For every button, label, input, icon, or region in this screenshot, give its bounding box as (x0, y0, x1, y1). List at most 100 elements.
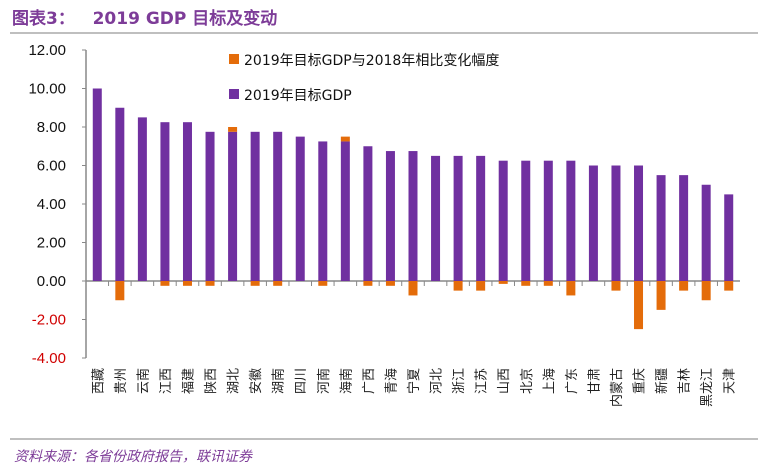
chart-title: 图表3： 2019 GDP 目标及变动 (12, 9, 278, 29)
legend: 2019年目标GDP与2018年相比变化幅度 2019年目标GDP (229, 53, 499, 104)
x-tick-label-text: 湖南 (271, 368, 287, 394)
y-tick-label: 2.00 (37, 235, 66, 252)
x-tick-label: 山西 (497, 368, 512, 394)
bar-target-gdp (701, 184, 711, 281)
x-tick-label: 甘肃 (587, 368, 602, 394)
x-tick-label-text: 青海 (384, 368, 399, 394)
bar-target-gdp (498, 160, 508, 281)
bar-gdp-change (250, 281, 260, 286)
bar-target-gdp (340, 141, 350, 281)
y-tick-label: 0.00 (37, 273, 66, 290)
bar-target-gdp (408, 151, 418, 281)
x-tick-label: 广西 (362, 368, 377, 394)
bar-target-gdp (543, 160, 553, 281)
bar-target-gdp (205, 131, 215, 281)
x-tick-label: 黑龙江 (700, 368, 715, 407)
bar-target-gdp (476, 155, 486, 281)
x-tick-label: 福建 (181, 368, 196, 394)
bar-target-gdp (137, 117, 147, 281)
y-tick-label: 8.00 (37, 119, 66, 136)
x-tick-label-text: 四川 (294, 368, 309, 394)
bar-target-gdp (363, 146, 373, 281)
x-tick-label-text: 北京 (520, 368, 535, 394)
legend-swatch-change (229, 54, 239, 64)
bar-target-gdp (656, 175, 666, 281)
title-divider (10, 32, 758, 34)
x-tick-label: 新疆 (654, 368, 670, 394)
x-tick-label-text: 安徽 (249, 368, 264, 394)
bar-target-gdp (453, 155, 463, 281)
x-tick-label: 天津 (723, 368, 738, 394)
x-tick-label-text: 河北 (430, 368, 445, 394)
x-tick-label-text: 广西 (362, 368, 377, 394)
x-tick-label: 河北 (430, 368, 445, 394)
x-tick-label: 江西 (159, 368, 174, 394)
x-tick-label: 上海 (542, 368, 557, 394)
bar-gdp-change (611, 281, 621, 291)
y-tick-label: -4.00 (32, 350, 66, 367)
x-tick-label: 贵州 (114, 368, 129, 394)
x-tick-label-text: 宁夏 (406, 368, 422, 394)
x-tick-label-text: 吉林 (678, 368, 693, 394)
bar-target-gdp (182, 122, 192, 281)
x-tick-label: 内蒙古 (609, 368, 625, 407)
x-tick-label: 湖南 (271, 368, 287, 394)
x-tick-label: 宁夏 (406, 368, 422, 394)
bar-target-gdp (92, 88, 102, 281)
x-tick-label-text: 广东 (565, 368, 580, 394)
bar-gdp-change (205, 281, 215, 286)
bar-target-gdp (318, 141, 328, 281)
bar-gdp-change (476, 281, 486, 291)
legend-label-change: 2019年目标GDP与2018年相比变化幅度 (244, 53, 499, 69)
x-tick-label-text: 福建 (181, 368, 196, 394)
bar-target-gdp (160, 122, 170, 281)
bar-gdp-change (408, 281, 418, 296)
x-tick-label: 陕西 (204, 368, 219, 394)
bar-gdp-change (724, 281, 734, 291)
bar-target-gdp (115, 107, 125, 281)
bar-target-gdp (295, 136, 305, 281)
x-tick-label-text: 黑龙江 (700, 368, 715, 407)
x-tick-label: 北京 (520, 368, 535, 394)
x-tick-label: 云南 (135, 368, 151, 394)
source-note: 资料来源：各省份政府报告，联讯证券 (14, 449, 252, 465)
x-tick-label: 河南 (316, 368, 332, 394)
bar-target-gdp (228, 131, 238, 281)
x-tick-label-text: 山西 (497, 368, 512, 394)
bar-gdp-change (566, 281, 576, 296)
x-tick-label: 广东 (565, 368, 580, 394)
bars (92, 88, 734, 330)
x-tick-label-text: 海南 (338, 368, 354, 394)
legend-label-target: 2019年目标GDP (244, 88, 352, 104)
bar-gdp-change (498, 281, 508, 284)
bar-gdp-change (701, 281, 711, 301)
bar-target-gdp (588, 165, 598, 281)
bar-target-gdp (521, 160, 531, 281)
bar-gdp-change (453, 281, 463, 291)
x-tick-label-text: 贵州 (114, 368, 129, 394)
bar-target-gdp (611, 165, 621, 281)
legend-swatch-target (229, 89, 239, 99)
x-tick-label: 四川 (294, 368, 309, 394)
bar-target-gdp (679, 175, 689, 281)
bar-gdp-change (182, 281, 192, 286)
x-tick-label-text: 浙江 (452, 368, 467, 394)
x-tick-label-text: 新疆 (654, 368, 670, 394)
footer-divider (10, 438, 758, 440)
bar-gdp-change (363, 281, 373, 286)
bar-target-gdp (724, 194, 734, 281)
x-tick-label-text: 重庆 (632, 368, 648, 394)
x-tick-label: 安徽 (249, 368, 264, 394)
bar-target-gdp (634, 165, 644, 281)
x-tick-label: 海南 (338, 368, 354, 394)
x-tick-label: 浙江 (452, 368, 467, 394)
y-tick-label: 12.00 (28, 42, 66, 59)
x-tick-label: 重庆 (632, 368, 648, 394)
y-tick-label: 10.00 (28, 81, 66, 98)
x-tick-label-text: 甘肃 (587, 368, 602, 394)
x-tick-label: 湖北 (227, 368, 242, 394)
bar-gdp-change (160, 281, 170, 286)
x-tick-label-text: 江西 (159, 368, 174, 394)
bar-target-gdp (250, 131, 260, 281)
